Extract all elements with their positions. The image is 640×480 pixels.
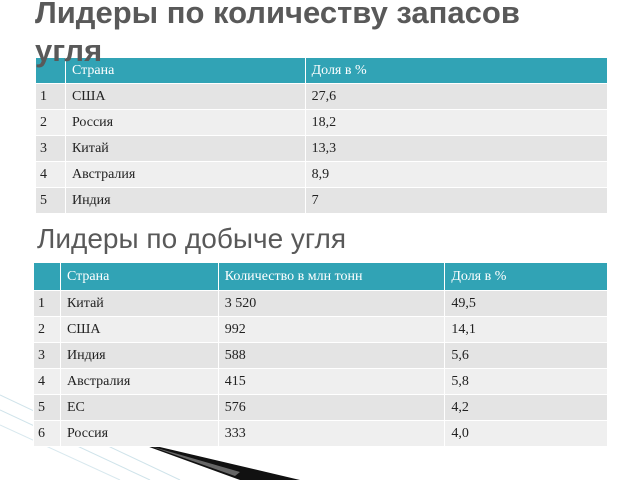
cell: США — [64, 83, 306, 110]
header-cell: Доля в % — [444, 262, 608, 291]
cell: 49,5 — [444, 290, 608, 317]
cell: Индия — [64, 187, 306, 214]
row-number: 3 — [33, 342, 61, 369]
header-cell — [35, 57, 66, 84]
cell: США — [59, 316, 219, 343]
cell: 8,9 — [304, 161, 609, 188]
row: 5 Индия 7 — [35, 187, 609, 214]
cell: 992 — [217, 316, 446, 343]
cell: 7 — [304, 187, 609, 214]
row-number: 5 — [35, 187, 66, 214]
cell: Индия — [59, 342, 219, 369]
cell: Россия — [64, 109, 306, 136]
cell: Австралия — [59, 368, 219, 395]
cell: 3 520 — [217, 290, 446, 317]
table-production: Страна Количество в млн тонн Доля в % 1 Кита… — [33, 262, 608, 447]
row-number: 4 — [33, 368, 61, 395]
cell: 588 — [217, 342, 446, 369]
row-number: 5 — [33, 394, 61, 421]
header-row: Страна Количество в млн тонн Доля в % — [33, 262, 608, 291]
row-number: 3 — [35, 135, 66, 162]
cell: Китай — [64, 135, 306, 162]
row-number: 1 — [33, 290, 61, 317]
row: 2 США 992 14,1 — [33, 316, 608, 343]
header-cell: Доля в % — [304, 57, 609, 84]
cell: Австралия — [64, 161, 306, 188]
cell: 13,3 — [304, 135, 609, 162]
header-cell: Страна — [59, 262, 219, 291]
row: 4 Австралия 8,9 — [35, 161, 609, 188]
row: 4 Австралия 415 5,8 — [33, 368, 608, 395]
cell: 415 — [217, 368, 446, 395]
header-cell: Количество в млн тонн — [217, 262, 446, 291]
header-cell — [33, 262, 61, 291]
subtitle: Лидеры по добыче угля — [37, 223, 347, 254]
cell: 4,0 — [444, 420, 608, 447]
row: 3 Китай 13,3 — [35, 135, 609, 162]
cell: 14,1 — [444, 316, 608, 343]
cell: 4,2 — [444, 394, 608, 421]
row: 6 Россия 333 4,0 — [33, 420, 608, 447]
cell: 333 — [217, 420, 446, 447]
cell: 5,8 — [444, 368, 608, 395]
cell: 5,6 — [444, 342, 608, 369]
header-row: Страна Доля в % — [35, 57, 609, 84]
row-number: 4 — [35, 161, 66, 188]
cell: 27,6 — [304, 83, 609, 110]
row: 1 Китай 3 520 49,5 — [33, 290, 608, 317]
row-number: 2 — [33, 316, 61, 343]
table-reserves: Страна Доля в % 1 США 27,6 2 Россия 18,2 3 Китай 1… — [35, 57, 609, 214]
row-number: 2 — [35, 109, 66, 136]
row: 3 Индия 588 5,6 — [33, 342, 608, 369]
row-number: 6 — [33, 420, 61, 447]
row-number: 1 — [35, 83, 66, 110]
cell: Китай — [59, 290, 219, 317]
cell: 18,2 — [304, 109, 609, 136]
cell: ЕС — [59, 394, 219, 421]
header-cell: Страна — [64, 57, 306, 84]
cell: 576 — [217, 394, 446, 421]
title: Лидеры по количеству запасов угля — [35, 0, 520, 68]
row: 1 США 27,6 — [35, 83, 609, 110]
cell: Россия — [59, 420, 219, 447]
row: 5 ЕС 576 4,2 — [33, 394, 608, 421]
row: 2 Россия 18,2 — [35, 109, 609, 136]
